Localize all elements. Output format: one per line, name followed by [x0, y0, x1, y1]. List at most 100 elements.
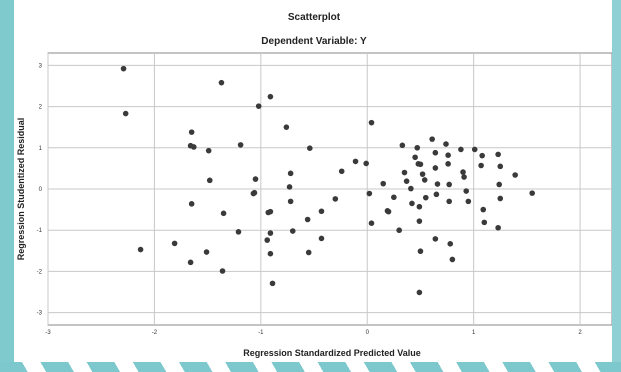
y-tick-label: 0	[39, 187, 43, 193]
scatter-point	[417, 161, 424, 168]
scatter-point	[122, 110, 129, 117]
scatter-point	[449, 256, 456, 263]
scatter-point	[205, 147, 212, 154]
x-tick-label: 0	[366, 330, 370, 336]
scatter-point	[401, 169, 408, 176]
scatter-point	[267, 250, 274, 257]
scatter-point	[267, 230, 274, 236]
x-tick-label: -2	[152, 330, 158, 336]
scatter-point	[352, 158, 359, 165]
scatter-point	[318, 235, 325, 242]
scatter-point	[458, 146, 464, 153]
scatter-point	[471, 146, 478, 153]
scatter-point	[496, 181, 503, 188]
scatter-point	[416, 289, 423, 296]
scatter-point	[338, 168, 345, 175]
scatter-point	[465, 198, 472, 205]
scatterplot: Scatterplot Dependent Variable: Y -3 -2 -1…	[16, 12, 612, 358]
scatter-point	[287, 170, 294, 177]
scatter-point	[432, 149, 439, 156]
scatter-point	[255, 103, 262, 109]
scatter-point	[497, 163, 504, 170]
scatter-point	[380, 180, 387, 187]
scatter-point	[267, 93, 274, 100]
scatter-point	[283, 124, 290, 130]
scatter-point	[264, 237, 271, 243]
scatter-point	[422, 194, 429, 201]
scatter-point	[332, 196, 339, 202]
scatter-point	[220, 210, 227, 217]
scatter-point	[445, 152, 451, 159]
scatter-point	[479, 152, 485, 159]
y-tick-label: 2	[39, 105, 43, 111]
scatter-point	[206, 177, 213, 184]
y-tick-label: -2	[37, 269, 43, 275]
y-tick-label: 1	[39, 146, 43, 152]
scatter-point	[403, 178, 410, 184]
scatter-point	[432, 165, 439, 171]
scatter-point	[433, 191, 440, 198]
scatter-point	[421, 177, 428, 183]
gridlines	[47, 53, 612, 325]
scatter-point	[409, 200, 415, 207]
scatter-point	[463, 188, 470, 194]
scatter-point	[219, 268, 226, 274]
scatter-point	[304, 216, 311, 223]
scatter-point	[446, 198, 452, 205]
chart-panel: Scatterplot Dependent Variable: Y -3 -2 -1…	[14, 0, 612, 362]
scatter-point	[460, 169, 466, 175]
scatter-point	[252, 176, 259, 182]
scatter-point	[434, 181, 441, 187]
data-points	[120, 65, 535, 296]
scatter-point	[512, 172, 518, 178]
scatter-point	[529, 190, 535, 196]
scatter-point	[446, 181, 452, 188]
background-stripe-bottom	[0, 362, 621, 372]
scatter-point	[429, 136, 435, 142]
scatter-point	[443, 141, 449, 147]
scatter-point	[495, 151, 501, 158]
scatter-point	[416, 218, 423, 224]
background-stripe-left	[0, 0, 14, 372]
scatter-point	[188, 129, 195, 135]
scatter-point	[287, 198, 294, 205]
x-axis-label: Regression Standardized Predicted Value	[243, 348, 421, 358]
scatter-point	[286, 184, 293, 190]
scatter-point	[289, 228, 296, 234]
scatter-point	[368, 220, 375, 227]
scatter-point	[237, 142, 244, 148]
scatter-point	[461, 174, 467, 180]
scatter-point	[408, 185, 414, 192]
scatter-point	[447, 241, 454, 247]
background-stripe-right	[612, 0, 621, 372]
scatter-point	[416, 203, 423, 210]
y-tick-label: -3	[37, 311, 43, 317]
scatter-point	[480, 206, 487, 213]
scatter-point	[120, 65, 127, 72]
scatter-point	[414, 144, 421, 151]
scatter-point	[366, 190, 373, 197]
scatter-point	[137, 246, 144, 253]
scatter-point	[305, 249, 312, 256]
scatter-point	[368, 119, 375, 126]
scatter-point	[218, 79, 225, 86]
scatter-point	[187, 259, 194, 266]
scatter-point	[399, 142, 406, 149]
scatter-point	[385, 208, 392, 215]
scatter-point	[363, 160, 369, 167]
scatter-point	[265, 209, 272, 216]
x-tick-label: -1	[258, 330, 264, 336]
scatter-point	[235, 229, 242, 235]
y-tick-label: -1	[37, 228, 43, 234]
y-axis-label: Regression Studentized Residual	[16, 118, 26, 261]
scatter-point	[171, 240, 178, 247]
scatter-point	[306, 145, 313, 151]
x-tick-label: 1	[472, 330, 476, 336]
scatter-point	[188, 201, 195, 207]
scatter-point	[497, 195, 504, 202]
tick-labels: -3 -2 -1 0 1 2 3 2 1 0 -1 -2 -3	[37, 63, 583, 336]
scatter-point	[269, 280, 276, 287]
scatter-point	[391, 194, 397, 201]
scatter-point	[203, 249, 210, 255]
scatter-point	[417, 248, 424, 255]
